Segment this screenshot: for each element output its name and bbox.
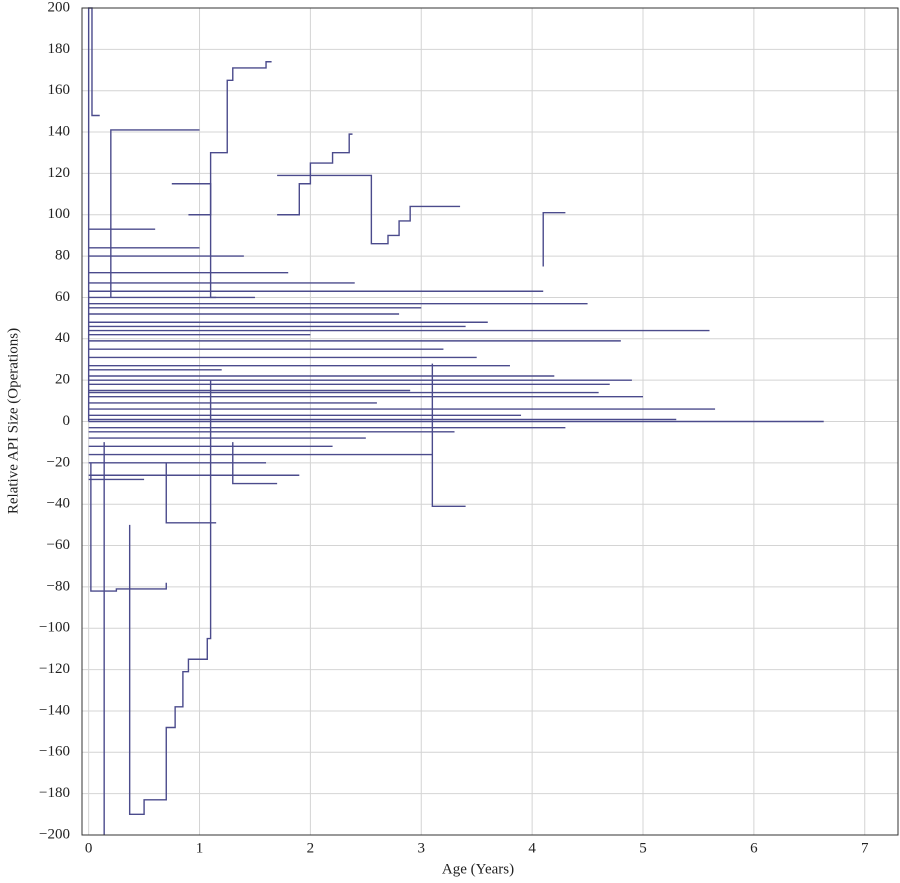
y-tick-label: 160 [48, 82, 71, 98]
y-tick-label: −60 [47, 537, 70, 553]
y-tick-label: −140 [39, 702, 70, 718]
y-tick-label: 40 [55, 330, 70, 346]
series-line [171, 183, 217, 299]
plot-frame [81, 7, 899, 836]
y-tick-label: −100 [39, 620, 70, 636]
x-tick-label: 6 [750, 840, 758, 856]
series-line [277, 174, 461, 245]
y-tick-label: 0 [63, 413, 71, 429]
y-tick-label: −20 [47, 454, 70, 470]
y-tick-label: −80 [47, 578, 70, 594]
series-line [128, 380, 212, 816]
series-line [90, 462, 167, 592]
x-tick-label: 5 [639, 840, 647, 856]
series-line [277, 133, 353, 216]
x-tick-label: 3 [418, 840, 426, 856]
y-tick-label: 120 [48, 165, 71, 181]
x-tick-label: 0 [85, 840, 93, 856]
x-tick-label: 7 [861, 840, 869, 856]
series-line [110, 129, 200, 298]
y-tick-label: 80 [55, 248, 70, 264]
y-tick-label: 60 [55, 289, 70, 305]
y-tick-label: 200 [48, 0, 71, 15]
series-line [232, 442, 278, 485]
x-tick-label: 2 [307, 840, 315, 856]
y-tick-label: 100 [48, 206, 71, 222]
y-tick-label: −160 [39, 744, 70, 760]
x-axis-title: Age (Years) [442, 861, 514, 877]
x-tick-label: 1 [196, 840, 204, 856]
y-tick-label: 140 [48, 123, 71, 139]
x-tick-label: 4 [528, 840, 536, 856]
y-tick-label: −120 [39, 661, 70, 677]
y-tick-label: −180 [39, 785, 70, 801]
series-line [431, 363, 466, 507]
series-line [165, 462, 217, 524]
y-tick-label: −40 [47, 496, 70, 512]
y-tick-label: 20 [55, 372, 70, 388]
y-axis-title: Relative API Size (Operations) [5, 328, 21, 514]
series-line [542, 211, 566, 267]
y-tick-label: 180 [48, 41, 71, 57]
series-line [188, 61, 272, 216]
y-tick-label: −200 [39, 826, 70, 842]
